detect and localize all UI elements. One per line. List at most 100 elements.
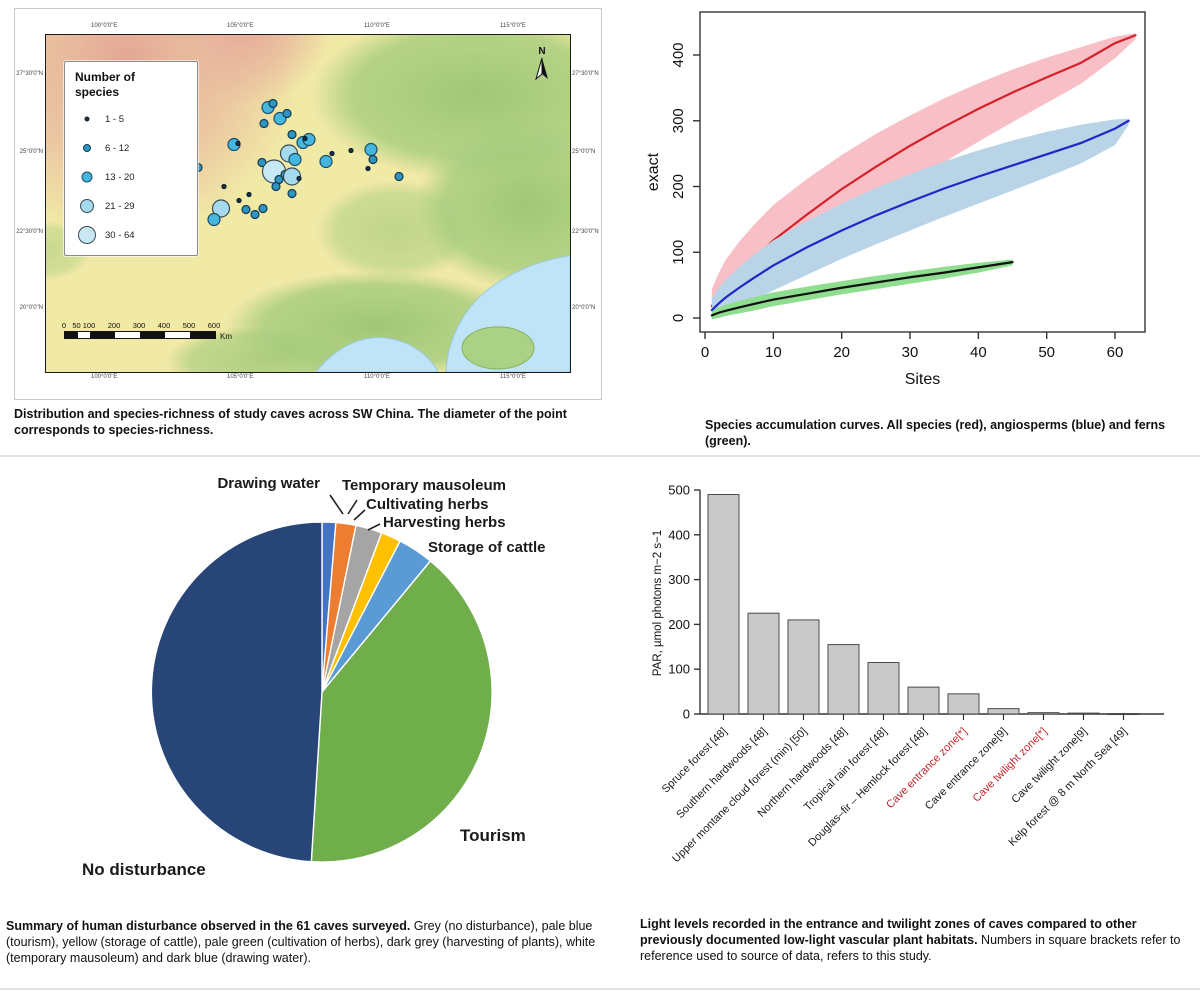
map-coordinate-label: 22°30'0"N — [16, 229, 43, 235]
map-legend-title: Number of species — [75, 70, 135, 99]
accum-line-angiosperms — [710, 119, 1130, 312]
bar-cave-twilight-zone — [1027, 712, 1060, 715]
bar-spruce-forest-48 — [707, 493, 740, 715]
accum-line-ferns — [710, 261, 1014, 317]
pie-leader-line — [353, 509, 366, 521]
bar-northern-hardwoods-48 — [827, 644, 860, 715]
legend-symbol — [78, 226, 96, 244]
legend-item-21-29: 21 - 29 — [75, 196, 189, 216]
scale-segment — [190, 332, 215, 338]
y-tick-label: 100 — [670, 240, 687, 265]
cave-point — [364, 142, 378, 157]
pie-label-temporary-mausoleum: Temporary mausoleum — [342, 477, 506, 494]
pie-slice-no-disturbance — [150, 521, 323, 863]
cave-distribution-map: Number of species 1 - 5 6 - 12 13 - 20 21 -… — [45, 34, 571, 373]
y-tick-label: 100 — [668, 662, 690, 677]
cave-point — [296, 175, 302, 182]
x-tick-label: 10 — [765, 344, 782, 361]
y-tick-label: 300 — [670, 108, 687, 133]
legend-symbol — [80, 199, 94, 213]
cave-point — [394, 171, 404, 182]
map-coordinate-label: 25°0'0"N — [572, 149, 596, 155]
bottom-divider — [0, 988, 1200, 990]
cave-point — [287, 188, 297, 199]
cave-bubble-layer — [182, 98, 404, 231]
cave-point — [241, 204, 251, 215]
legend-label: 1 - 5 — [105, 113, 125, 125]
scale-segment — [65, 332, 78, 338]
cave-point — [258, 203, 268, 214]
map-coordinate-label: 20°0'0"N — [572, 305, 596, 311]
pie-label-tourism: Tourism — [460, 826, 526, 845]
scale-tick-label: 0 — [61, 321, 67, 330]
legend-label: 30 - 64 — [105, 229, 135, 241]
light-levels-bar-panel: 0 100 200 300 400 500 PAR, µmol photons m−2 s−… — [640, 465, 1200, 915]
disturbance-pie-chart — [150, 494, 493, 863]
legend-symbol — [84, 116, 90, 122]
north-arrow-icon: N — [532, 47, 552, 86]
cave-point — [211, 199, 231, 218]
cave-point — [302, 135, 308, 142]
map-coordinate-label: 25°0'0"N — [19, 149, 43, 155]
bar-cave-twilight-zone-9 — [1067, 712, 1100, 715]
bar-cave-entrance-zone-9 — [987, 708, 1020, 715]
scale-tick-label: 500 — [182, 321, 196, 330]
map-coordinate-label: 110°0'0"E — [364, 23, 390, 29]
x-tick-label: 50 — [1038, 344, 1055, 361]
bar-label-spruce-forest-48: Spruce forest [48] — [660, 726, 730, 796]
legend-symbol — [83, 144, 91, 152]
map-coordinate-label: 115°0'0"E — [500, 23, 526, 29]
bar-cave-entrance-zone — [947, 693, 980, 715]
x-tick-label: 0 — [701, 344, 709, 361]
pie-label-harvesting-herbs: Harvesting herbs — [383, 514, 506, 531]
scale-segment — [165, 332, 190, 338]
scale-tick-label: 50 — [72, 321, 81, 330]
y-axis-label: exact — [645, 152, 662, 191]
y-tick-label: 200 — [670, 174, 687, 199]
light-levels-bar-chart: 0 100 200 300 400 500 PAR, µmol photons m−2 s−… — [652, 483, 1164, 865]
pie-leader-line — [347, 499, 358, 515]
map-caption: Distribution and species-richness of stu… — [14, 407, 567, 437]
map-coordinate-label: 27°30'0"N — [572, 71, 599, 77]
pie-label-drawing-water: Drawing water — [217, 475, 320, 492]
map-coordinate-label: 27°30'0"N — [16, 71, 43, 77]
bar-label-cave-twilight-zone-9: Cave twilight zone[9] — [1009, 726, 1089, 806]
y-tick-label: 400 — [670, 42, 687, 67]
bar-southern-hardwoods-48 — [747, 612, 780, 715]
legend-symbol — [81, 171, 93, 183]
cave-point — [365, 165, 371, 172]
y-tick-label: 400 — [668, 527, 690, 542]
bar-douglas-fir-hemlock-forest-48 — [907, 686, 940, 715]
scale-segment — [77, 332, 90, 338]
map-coordinate-label: 110°0'0"E — [364, 374, 390, 380]
accumulation-chart-panel: 0 10 20 30 40 50 60 0 100 200 300 400 exact Sites Spe… — [630, 0, 1200, 460]
scale-segment — [115, 332, 140, 338]
cave-point — [207, 212, 221, 227]
cave-point — [288, 152, 302, 167]
scale-tick-label: 600 — [207, 321, 221, 330]
legend-item-1-5: 1 - 5 — [75, 109, 189, 129]
bar-tropical-rain-forest-48 — [867, 661, 900, 715]
cave-point — [235, 140, 241, 147]
pie-leader-line — [367, 523, 381, 531]
cave-point — [282, 108, 292, 119]
y-tick-label: 0 — [683, 707, 690, 722]
bar-label-cave-entrance-zone: Cave entrance zone[*] — [884, 726, 969, 811]
x-tick-label: 30 — [902, 344, 919, 361]
pie-slice-tourism — [310, 560, 493, 863]
legend-label: 13 - 20 — [105, 171, 135, 183]
cave-point — [287, 129, 297, 140]
scale-tick-label: 200 — [107, 321, 121, 330]
map-terrain-background — [46, 35, 570, 372]
cave-point — [368, 154, 378, 165]
map-coordinate-label: 105°0'0"E — [227, 23, 254, 29]
cave-point — [236, 197, 242, 204]
cave-point — [268, 98, 278, 109]
pie-label-storage-of-cattle: Storage of cattle — [428, 539, 546, 556]
x-tick-label: 40 — [970, 344, 987, 361]
x-axis-label: Sites — [905, 371, 941, 388]
map-figure-panel: Number of species 1 - 5 6 - 12 13 - 20 21 -… — [14, 8, 602, 400]
accum-caption: Species accumulation curves. All species… — [705, 418, 1166, 448]
y-axis-label: PAR, µmol photons m−2 s−1 — [652, 530, 664, 676]
accum-band-all-species — [711, 33, 1136, 318]
